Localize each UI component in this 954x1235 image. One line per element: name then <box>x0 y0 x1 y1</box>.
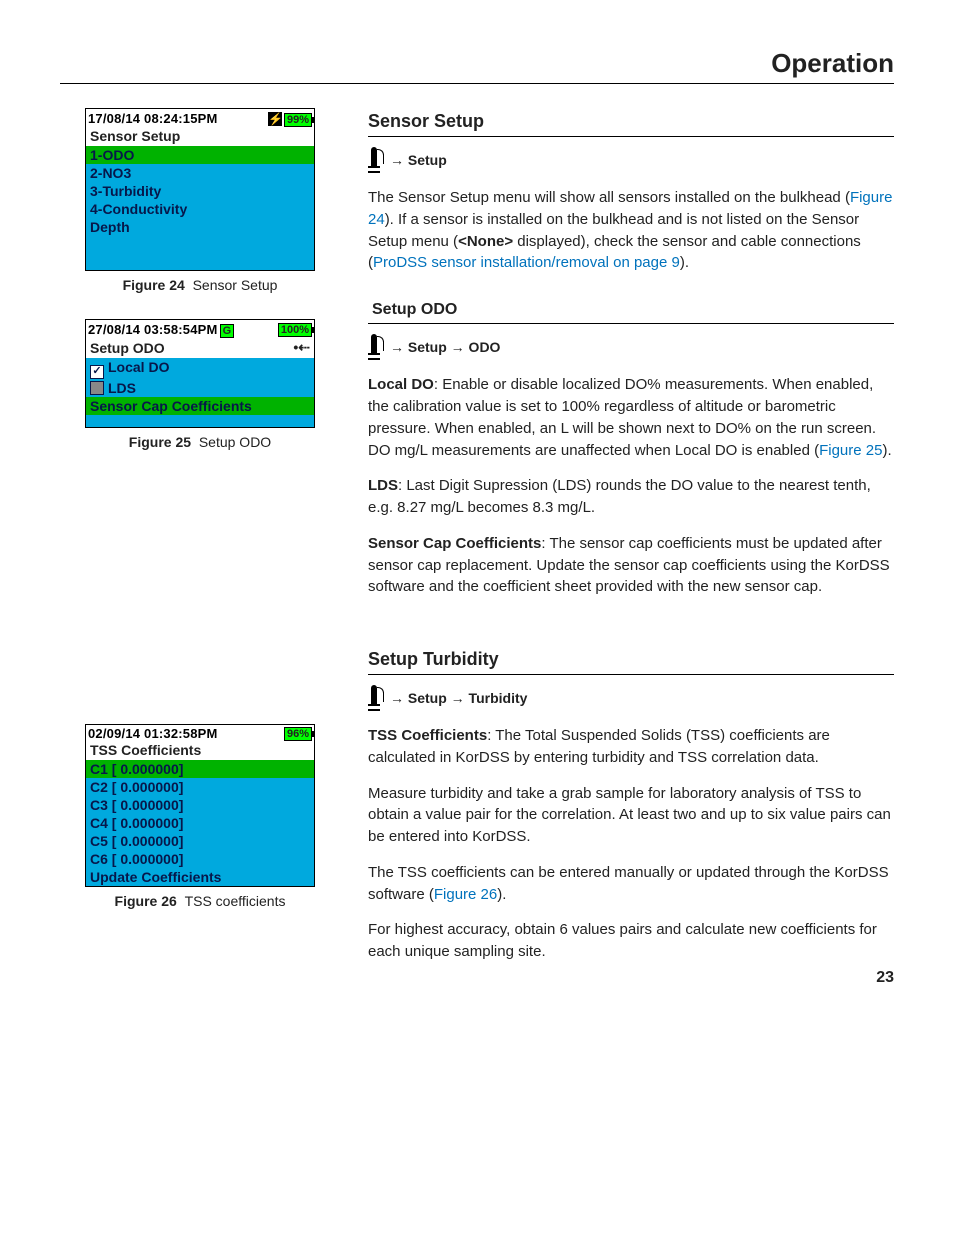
figure-25-caption: Figure 25 Setup ODO <box>60 434 340 450</box>
device-menu-item: Sensor Cap Coefficients <box>86 397 314 415</box>
device-menu-item: LDS <box>86 379 314 397</box>
heading-sensor-setup: Sensor Setup <box>368 108 894 137</box>
figure-26-caption: Figure 26 TSS coefficients <box>60 893 340 909</box>
checkbox-icon <box>90 381 104 395</box>
tss-coef-paragraph: TSS Coefficients: The Total Suspended So… <box>368 725 894 769</box>
device-menu-item: 3-Turbidity <box>86 182 314 200</box>
sensor-setup-paragraph: The Sensor Setup menu will show all sens… <box>368 187 894 274</box>
turbidity-p2: Measure turbidity and take a grab sample… <box>368 783 894 848</box>
fig26-title: TSS Coefficients <box>90 742 201 758</box>
fig24-title: Sensor Setup <box>90 128 180 144</box>
turbidity-p4: For highest accuracy, obtain 6 values pa… <box>368 919 894 963</box>
battery-icon: 96% <box>284 727 312 741</box>
charge-icon: ⚡ <box>268 112 282 126</box>
checkbox-icon: ✓ <box>90 365 104 379</box>
device-menu-item: C6 [ 0.000000] <box>86 850 314 868</box>
device-menu-item: Depth <box>86 218 314 236</box>
device-menu-item: C3 [ 0.000000] <box>86 796 314 814</box>
figure-25-device: 27/08/14 03:58:54PMG 100% Setup ODO •⇠ ✓… <box>85 319 315 428</box>
device-menu-item: C1 [ 0.000000] <box>86 760 314 778</box>
heading-setup-turbidity: Setup Turbidity <box>368 646 894 675</box>
fig25-title: Setup ODO <box>90 340 165 356</box>
device-menu-item: C5 [ 0.000000] <box>86 832 314 850</box>
figure-26-device: 02/09/14 01:32:58PM 96% TSS Coefficients… <box>85 724 315 887</box>
battery-icon: 99% <box>284 113 312 127</box>
device-menu-item: 4-Conductivity <box>86 200 314 218</box>
nav-setup-turbidity: → Setup → Turbidity <box>368 685 894 711</box>
device-menu-item: 1-ODO <box>86 146 314 164</box>
device-menu-item: Update Coefficients <box>86 868 314 886</box>
sensor-icon <box>368 147 384 173</box>
fig24-timestamp: 17/08/14 08:24:15PM <box>88 111 218 126</box>
figure-24-caption: Figure 24 Sensor Setup <box>60 277 340 293</box>
fig26-timestamp: 02/09/14 01:32:58PM <box>88 726 218 741</box>
figure-24-device: 17/08/14 08:24:15PM ⚡99% Sensor Setup 1-… <box>85 108 315 271</box>
local-do-paragraph: Local DO: Enable or disable localized DO… <box>368 374 894 461</box>
usb-icon: •⇠ <box>293 339 310 356</box>
page-header: Operation <box>60 48 894 84</box>
sensor-icon <box>368 685 384 711</box>
sensor-cap-paragraph: Sensor Cap Coefficients: The sensor cap … <box>368 533 894 598</box>
device-menu-item: ✓Local DO <box>86 358 314 379</box>
battery-icon: 100% <box>278 323 312 337</box>
nav-setup-odo: → Setup → ODO <box>368 334 894 360</box>
fig25-timestamp: 27/08/14 03:58:54PM <box>88 322 218 337</box>
nav-sensor-setup: → Setup <box>368 147 894 173</box>
link-figure-26[interactable]: Figure 26 <box>434 886 497 903</box>
page-number: 23 <box>876 969 894 987</box>
heading-setup-odo: Setup ODO <box>368 298 894 324</box>
gps-icon: G <box>220 324 235 338</box>
sensor-icon <box>368 334 384 360</box>
link-figure-25[interactable]: Figure 25 <box>819 442 882 459</box>
lds-paragraph: LDS: Last Digit Supression (LDS) rounds … <box>368 475 894 519</box>
link-install[interactable]: ProDSS sensor installation/removal on pa… <box>373 254 680 271</box>
device-menu-item: C2 [ 0.000000] <box>86 778 314 796</box>
device-menu-item: C4 [ 0.000000] <box>86 814 314 832</box>
device-menu-item: 2-NO3 <box>86 164 314 182</box>
turbidity-p3: The TSS coefficients can be entered manu… <box>368 862 894 906</box>
